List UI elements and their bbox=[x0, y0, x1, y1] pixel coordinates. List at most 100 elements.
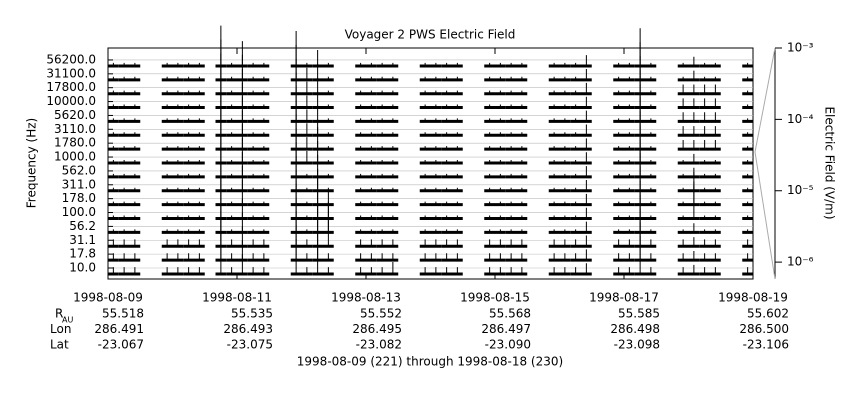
trace-bin bbox=[613, 90, 624, 96]
trace-bin bbox=[430, 201, 442, 207]
trace-bin bbox=[376, 239, 388, 248]
trace-bin bbox=[699, 201, 710, 207]
trace-bin bbox=[258, 253, 270, 262]
trace-bin bbox=[376, 253, 388, 262]
trace-bin bbox=[548, 159, 560, 165]
y-tick-label: 100.0 bbox=[62, 205, 96, 219]
trace-bin bbox=[355, 253, 366, 262]
trace-bin bbox=[559, 118, 571, 123]
trace-bin bbox=[516, 239, 528, 248]
trace-bin bbox=[742, 267, 753, 276]
trace-bin bbox=[237, 96, 248, 123]
trace-bin bbox=[323, 187, 334, 193]
trace-bin bbox=[548, 267, 560, 276]
trace-bin bbox=[118, 267, 130, 276]
trace-bin bbox=[677, 229, 689, 234]
trace-bin bbox=[516, 187, 528, 193]
trace-bin bbox=[441, 187, 452, 193]
trace-bin bbox=[559, 62, 571, 68]
trace-bin bbox=[570, 215, 581, 221]
trace-bin bbox=[430, 239, 442, 248]
trace-bin bbox=[312, 141, 323, 165]
trace-bin bbox=[430, 187, 442, 193]
ephemeris-value: 286.491 bbox=[94, 322, 144, 336]
trace-bin bbox=[419, 173, 431, 179]
trace-bin bbox=[172, 146, 184, 151]
chart-title: Voyager 2 PWS Electric Field bbox=[345, 28, 516, 42]
trace-bin bbox=[247, 90, 259, 96]
trace-bin bbox=[312, 91, 323, 110]
trace-bin bbox=[226, 267, 237, 276]
trace-bin bbox=[581, 69, 592, 82]
trace-bin bbox=[699, 215, 710, 221]
scale-wedge bbox=[754, 47, 776, 153]
y-tick-label: 3110.0 bbox=[54, 122, 96, 136]
trace-bin bbox=[688, 112, 700, 123]
ephemeris-value: -23.106 bbox=[743, 338, 789, 352]
trace-bin bbox=[699, 159, 710, 165]
trace-bin bbox=[247, 146, 259, 151]
trace-bin bbox=[366, 146, 377, 151]
trace-bin bbox=[559, 267, 571, 276]
trace-bin bbox=[548, 146, 560, 151]
trace-bin bbox=[301, 215, 313, 221]
trace-bin bbox=[505, 253, 517, 262]
trace-bin bbox=[183, 187, 194, 193]
y2-tick-label: 10⁻³ bbox=[787, 41, 814, 55]
trace-bin bbox=[258, 239, 270, 248]
trace-bin bbox=[118, 118, 130, 123]
trace-bin bbox=[548, 90, 560, 96]
trace-bin bbox=[355, 187, 366, 193]
trace-bin bbox=[441, 76, 452, 82]
trace-bin bbox=[355, 229, 366, 234]
trace-bin bbox=[570, 239, 581, 248]
trace-bin bbox=[108, 201, 119, 207]
trace-bin bbox=[237, 240, 248, 262]
trace-bin bbox=[484, 253, 495, 262]
trace-bin bbox=[355, 132, 366, 137]
trace-bin bbox=[226, 90, 237, 96]
trace-bin bbox=[355, 90, 366, 96]
trace-bin bbox=[226, 132, 237, 137]
y-tick-label: 17800.0 bbox=[46, 80, 96, 94]
trace-bin bbox=[108, 215, 119, 221]
trace-bin bbox=[172, 229, 184, 234]
trace-bin bbox=[699, 98, 710, 110]
trace-bin bbox=[699, 187, 710, 193]
trace-bin bbox=[613, 215, 624, 221]
trace-bin bbox=[430, 132, 442, 137]
trace-bin bbox=[419, 201, 431, 207]
trace-bin bbox=[548, 229, 560, 234]
trace-bin bbox=[516, 104, 528, 110]
trace-bin bbox=[742, 159, 753, 165]
trace-bin bbox=[387, 173, 399, 179]
trace-bin bbox=[194, 187, 205, 193]
trace-bin bbox=[355, 173, 366, 179]
trace-bin bbox=[505, 201, 517, 207]
trace-bin bbox=[516, 253, 528, 262]
trace-bin bbox=[613, 146, 624, 151]
trace-bin bbox=[452, 62, 463, 68]
trace-bin bbox=[645, 187, 657, 193]
trace-bin bbox=[742, 90, 753, 96]
trace-bin bbox=[581, 179, 592, 193]
footer: 1998-08-09 (221) through 1998-08-18 (230… bbox=[297, 355, 563, 369]
trace-bin bbox=[452, 187, 463, 193]
trace-bin bbox=[172, 118, 184, 123]
trace-bin bbox=[419, 253, 431, 262]
trace-bin bbox=[430, 118, 442, 123]
trace-bin bbox=[129, 173, 141, 179]
trace-bin bbox=[505, 104, 517, 110]
trace-bin bbox=[710, 201, 721, 207]
trace-bin bbox=[376, 187, 388, 193]
trace-bin bbox=[484, 267, 495, 276]
trace-bin bbox=[376, 104, 388, 110]
trace-bin bbox=[183, 253, 194, 262]
trace-bin bbox=[452, 104, 463, 110]
ephemeris-value: 55.518 bbox=[102, 307, 144, 321]
trace-bin bbox=[505, 229, 517, 234]
trace-bin bbox=[559, 229, 571, 234]
trace-bin bbox=[710, 76, 721, 82]
trace-bin bbox=[570, 118, 581, 123]
trace-bin bbox=[161, 132, 173, 137]
